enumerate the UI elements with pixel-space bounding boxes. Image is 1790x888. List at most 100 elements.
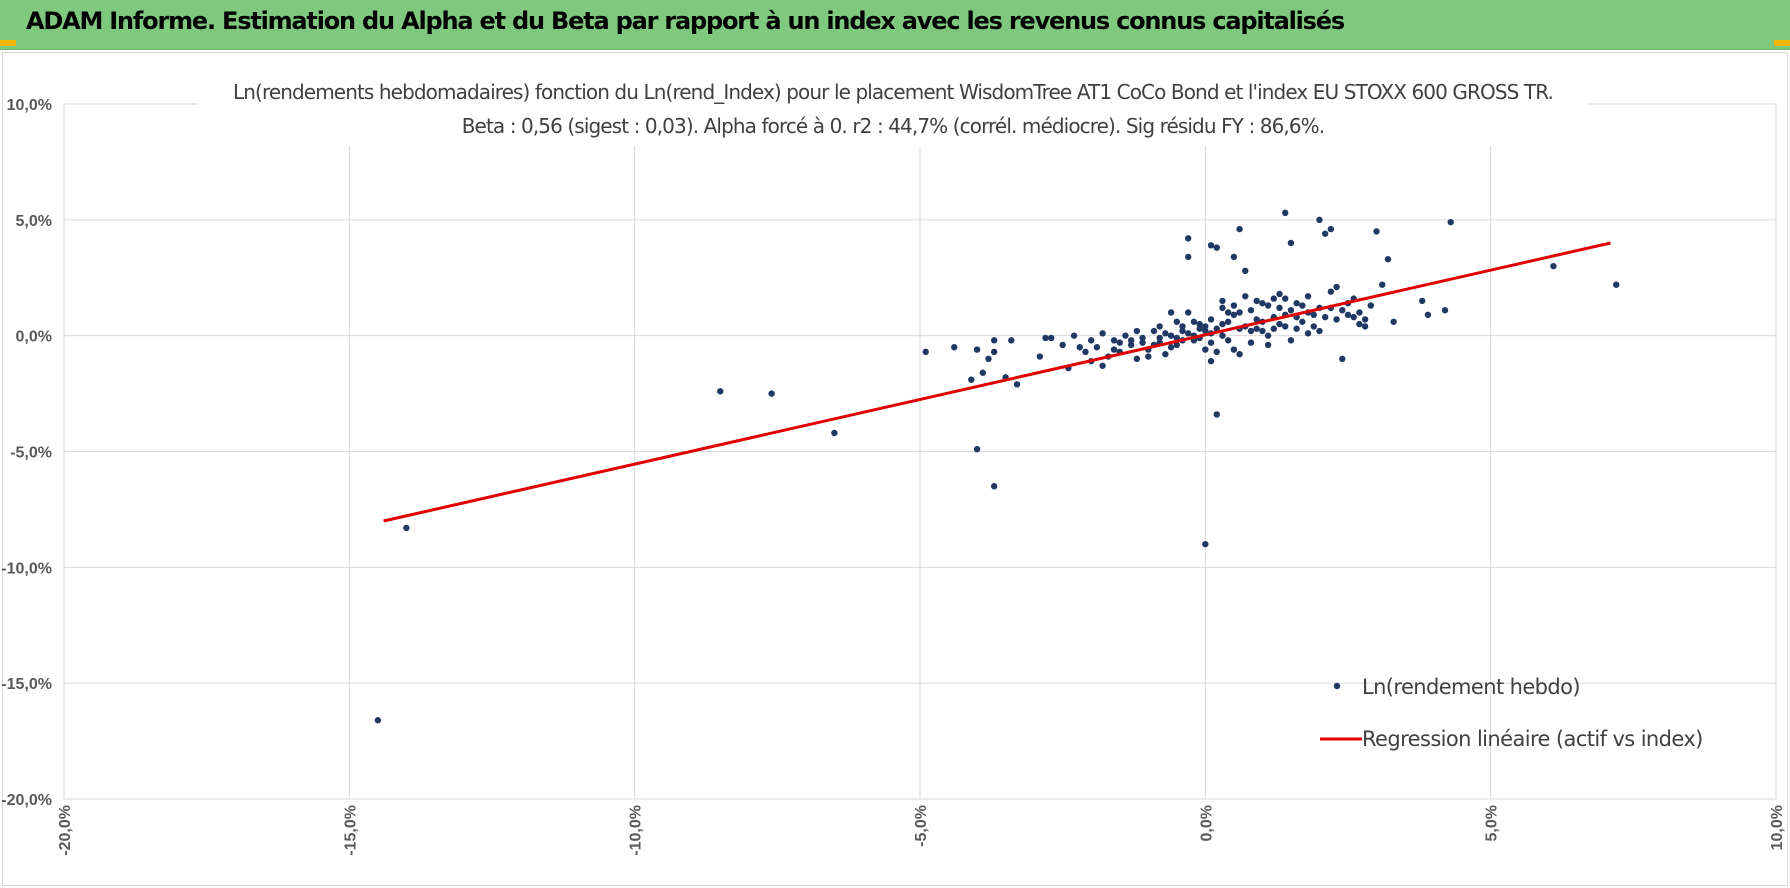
data-point <box>1390 318 1397 325</box>
data-point <box>1276 320 1283 328</box>
data-point <box>1327 288 1335 295</box>
data-point <box>1139 339 1146 346</box>
tick-labels: -20,0% -15,0% -10,0% -5,0% 0,0% 5,0% 10,0% 10,0… <box>1 97 1786 856</box>
data-point <box>1333 283 1340 291</box>
data-point <box>1042 334 1049 342</box>
data-point <box>1259 327 1266 335</box>
data-point <box>1185 330 1192 337</box>
data-point <box>979 369 986 376</box>
data-point <box>1167 309 1175 316</box>
x-tick-label: -10,0% <box>628 805 645 856</box>
data-point <box>1156 334 1163 342</box>
data-point <box>1167 344 1175 351</box>
regression-line-group <box>383 241 1611 523</box>
data-point <box>1373 228 1380 235</box>
data-point <box>990 483 998 490</box>
corner-accent-top-left <box>0 40 16 46</box>
y-tick-label: -15,0% <box>1 676 52 693</box>
x-tick-label: 5,0% <box>1484 805 1501 841</box>
data-point <box>1127 337 1135 344</box>
data-point <box>1350 313 1357 321</box>
data-point <box>1127 341 1135 349</box>
data-point <box>1287 239 1295 247</box>
data-point <box>1070 332 1078 339</box>
data-point <box>1242 293 1249 300</box>
data-point <box>1276 304 1283 312</box>
data-point <box>1202 327 1209 335</box>
data-point <box>990 348 998 356</box>
data-point <box>1202 323 1209 330</box>
data-point <box>1550 262 1557 270</box>
data-point <box>1219 320 1226 328</box>
data-point <box>1207 357 1215 365</box>
data-point <box>1293 300 1300 307</box>
data-point <box>1099 362 1106 369</box>
legend: Ln(rendement hebdo) Regression linéaire … <box>1320 675 1703 751</box>
gridlines <box>63 103 1777 800</box>
data-point <box>1333 316 1340 323</box>
data-point <box>1013 381 1021 388</box>
data-point <box>1093 344 1101 351</box>
report-header: ADAM Informe. Estimation du Alpha et du … <box>0 0 1790 50</box>
data-point <box>1230 311 1238 319</box>
data-point <box>1270 325 1278 332</box>
data-point <box>1185 253 1192 261</box>
data-point <box>1321 313 1329 321</box>
data-point <box>1293 325 1300 332</box>
data-point <box>374 717 382 724</box>
data-point <box>1270 295 1278 302</box>
chart-title: Ln(rendements hebdomadaires) fonction du… <box>233 80 1553 104</box>
data-point <box>973 445 981 453</box>
data-point <box>1048 334 1055 342</box>
data-point <box>1036 353 1044 360</box>
data-point <box>1190 318 1198 325</box>
data-point <box>1299 318 1306 325</box>
data-point <box>403 524 410 532</box>
data-point <box>973 346 981 353</box>
data-point <box>1207 316 1215 323</box>
data-point <box>1059 341 1066 349</box>
data-point <box>1242 267 1249 274</box>
legend-label-regression: Regression linéaire (actif vs index) <box>1362 727 1703 751</box>
x-tick-label: -15,0% <box>342 805 359 856</box>
data-point <box>1287 306 1295 314</box>
data-point <box>1133 355 1141 363</box>
y-tick-label: 10,0% <box>7 97 52 114</box>
data-point <box>922 348 929 356</box>
data-point <box>1247 327 1255 335</box>
data-point <box>1082 348 1089 356</box>
data-point <box>1167 332 1175 339</box>
data-point <box>1122 332 1129 339</box>
data-point <box>1287 337 1295 344</box>
data-point <box>1207 242 1215 249</box>
data-points <box>374 209 1620 724</box>
data-point <box>1367 302 1375 309</box>
legend-marker-points <box>1333 682 1341 690</box>
corner-accent-top-right <box>1774 40 1790 46</box>
data-point <box>1110 337 1118 344</box>
data-point <box>1230 253 1238 261</box>
legend-label-points: Ln(rendement hebdo) <box>1362 675 1580 699</box>
x-tick-label: 0,0% <box>1198 805 1215 841</box>
data-point <box>1321 230 1329 237</box>
data-point <box>1361 323 1369 330</box>
data-point <box>1310 311 1317 319</box>
data-point <box>1185 235 1192 242</box>
data-point <box>990 337 998 344</box>
data-point <box>1196 325 1203 332</box>
data-point <box>1299 302 1306 309</box>
data-point <box>1264 341 1272 349</box>
data-point <box>1418 297 1426 305</box>
data-point <box>1230 302 1238 309</box>
data-point <box>1076 344 1083 351</box>
y-tick-label: 5,0% <box>16 213 52 230</box>
data-point <box>1282 209 1289 217</box>
data-point <box>1150 327 1158 335</box>
data-point <box>1219 304 1226 312</box>
data-point <box>1344 311 1352 319</box>
data-point <box>1162 330 1169 337</box>
data-point <box>1008 337 1015 344</box>
data-point <box>1196 320 1203 328</box>
data-point <box>1379 281 1386 288</box>
data-point <box>1236 225 1243 233</box>
